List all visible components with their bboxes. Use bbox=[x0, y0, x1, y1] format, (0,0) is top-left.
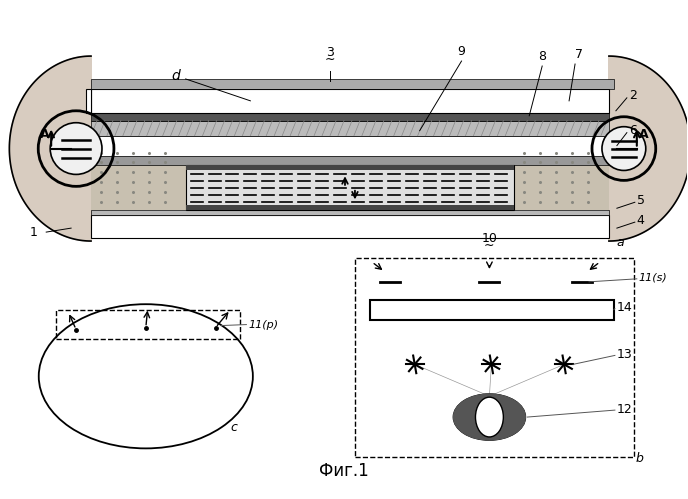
Text: a: a bbox=[617, 236, 625, 249]
Text: A: A bbox=[638, 128, 648, 141]
Bar bbox=[186, 166, 515, 210]
Text: 12: 12 bbox=[617, 403, 633, 416]
Text: A: A bbox=[40, 128, 50, 141]
Polygon shape bbox=[489, 394, 525, 440]
Text: 13: 13 bbox=[617, 348, 633, 361]
Text: 6: 6 bbox=[629, 124, 636, 137]
Bar bbox=[91, 136, 609, 156]
Bar bbox=[186, 166, 515, 171]
Circle shape bbox=[50, 123, 102, 175]
Text: 10: 10 bbox=[482, 232, 497, 245]
Text: 3: 3 bbox=[326, 46, 334, 59]
Text: b: b bbox=[636, 452, 644, 466]
Polygon shape bbox=[453, 394, 489, 440]
Text: 14: 14 bbox=[617, 301, 633, 314]
Text: 11(ѕ): 11(ѕ) bbox=[638, 273, 667, 283]
Bar bbox=[91, 79, 614, 89]
Text: 4: 4 bbox=[637, 214, 645, 227]
Bar bbox=[91, 166, 186, 210]
Text: ∼: ∼ bbox=[484, 239, 495, 252]
Text: ∼: ∼ bbox=[325, 53, 335, 66]
Polygon shape bbox=[609, 56, 688, 241]
Bar bbox=[355, 258, 634, 457]
Bar bbox=[86, 89, 91, 113]
Ellipse shape bbox=[453, 394, 525, 440]
Text: c: c bbox=[230, 421, 237, 434]
Bar bbox=[91, 121, 609, 136]
Text: 8: 8 bbox=[538, 50, 546, 63]
Bar bbox=[91, 156, 609, 166]
Text: Фиг.1: Фиг.1 bbox=[319, 462, 369, 480]
Bar bbox=[515, 166, 609, 210]
Bar bbox=[91, 215, 609, 238]
Text: 7: 7 bbox=[575, 48, 583, 61]
Ellipse shape bbox=[39, 304, 253, 449]
Bar bbox=[91, 89, 609, 113]
Circle shape bbox=[602, 127, 646, 171]
Bar bbox=[186, 205, 515, 210]
Text: 5: 5 bbox=[637, 194, 645, 207]
Text: 2: 2 bbox=[629, 89, 636, 102]
Bar bbox=[91, 210, 609, 215]
Text: 1: 1 bbox=[30, 226, 37, 239]
Bar bbox=[91, 89, 609, 113]
Text: 11(p): 11(p) bbox=[248, 319, 279, 329]
Bar bbox=[56, 310, 240, 339]
Text: d: d bbox=[171, 69, 180, 83]
Bar bbox=[91, 113, 609, 121]
Ellipse shape bbox=[475, 397, 504, 437]
Polygon shape bbox=[10, 56, 91, 241]
Text: 9: 9 bbox=[458, 45, 466, 58]
Bar bbox=[370, 300, 614, 319]
